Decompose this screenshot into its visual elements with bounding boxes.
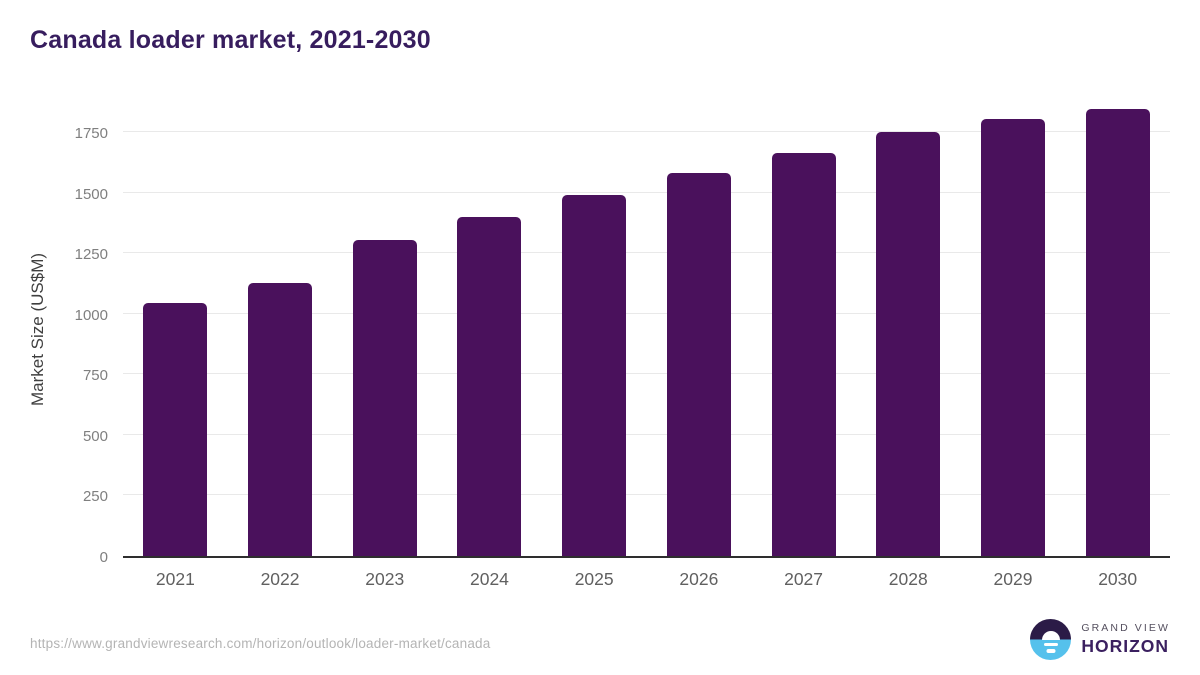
x-label-2027: 2027 [784,569,824,589]
bar-series [123,100,1170,556]
x-label-2029: 2029 [993,569,1033,589]
y-tick-label-1000: 1000 [74,306,108,324]
x-label-2023: 2023 [365,569,405,589]
logo-text-grand-view: GRAND VIEW [1081,622,1170,634]
logo-wordmark: GRAND VIEW HORIZON [1081,622,1170,657]
x-label-2028: 2028 [888,569,928,589]
bar-slot-2022 [228,100,333,556]
y-tick-label-500: 500 [82,427,108,445]
bar-2024 [457,216,522,556]
x-label-2024: 2024 [469,569,509,589]
gridline-1500 [123,191,1170,193]
y-tick-label-1250: 1250 [74,246,108,264]
bar-2028 [876,131,941,556]
bar-2023 [352,239,417,556]
bar-slot-2029 [961,100,1066,556]
bar-slot-2030 [1065,100,1170,556]
bar-slot-2028 [856,100,961,556]
horizon-reflection-line-1 [1043,642,1058,646]
gridline-1250 [123,252,1170,254]
bar-2027 [771,152,836,556]
bar-2022 [248,283,313,556]
bar-2025 [562,194,627,556]
bar-slot-2025 [542,100,647,556]
y-tick-label-0: 0 [99,549,108,566]
bar-2026 [666,173,731,556]
sun-icon [1041,630,1060,640]
bar-2030 [1085,108,1150,556]
logo-text-horizon: HORIZON [1081,636,1170,656]
bar-slot-2026 [647,100,752,556]
x-label-2026: 2026 [679,569,719,589]
gridline-1750 [123,130,1170,132]
horizon-logo-icon [1030,619,1072,660]
x-label-2021: 2021 [155,569,195,589]
bar-2029 [980,118,1045,556]
plot-area [123,100,1170,558]
y-tick-label-1500: 1500 [74,185,108,203]
bar-2021 [143,302,208,556]
gridline-1000 [123,312,1170,314]
x-label-2025: 2025 [574,569,614,589]
bar-slot-2021 [123,100,228,556]
y-tick-label-1750: 1750 [74,124,108,142]
x-label-2030: 2030 [1098,569,1138,589]
y-tick-label-750: 750 [82,367,108,385]
y-tick-label-250: 250 [82,488,108,506]
bar-slot-2027 [751,100,856,556]
bar-slot-2023 [332,100,437,556]
horizon-reflection-line-2 [1046,649,1056,653]
y-axis-tick-labels: 0 250 500 750 1000 1250 1500 1750 [0,100,108,566]
chart-title: Canada loader market, 2021-2030 [30,26,431,54]
gridline-500 [123,433,1170,435]
x-label-2022: 2022 [260,569,300,589]
gridline-250 [123,494,1170,496]
brand-logo: GRAND VIEW HORIZON [1030,619,1170,660]
x-axis-labels: 2021 2022 2023 2024 2025 2026 2027 2028 2029 2030 [123,568,1170,590]
gridline-750 [123,373,1170,375]
bar-slot-2024 [437,100,542,556]
source-url: https://www.grandviewresearch.com/horizo… [30,636,491,651]
